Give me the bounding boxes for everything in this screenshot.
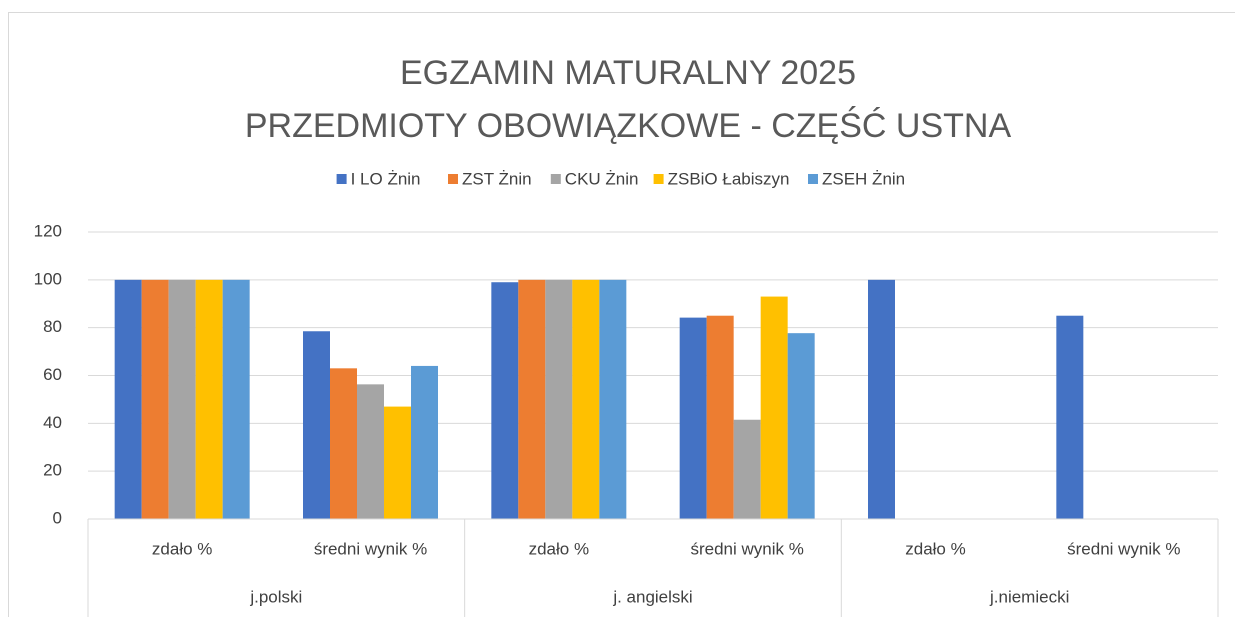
legend-swatch [336,174,347,184]
bar [545,279,573,519]
x-tick-label: średni wynik % [690,539,803,558]
legend-label: ZSEH Żnin [822,169,905,188]
bar [330,368,357,519]
legend-swatch [448,174,458,184]
bar [222,279,250,519]
legend-label: ZSBiO Łabiszyn [668,169,790,188]
bar [357,384,384,519]
bar [168,279,196,519]
x-tick-label: średni wynik % [314,539,427,558]
x-tick-label: zdało % [152,539,212,558]
bar [303,331,330,519]
y-tick-label: 120 [34,221,62,240]
y-tick-label: 0 [53,508,62,527]
legend-label: ZST Żnin [462,169,532,188]
y-tick-label: 60 [43,365,62,384]
bar [411,365,438,519]
legend-swatch [653,174,664,184]
bar [195,279,223,519]
bar [706,315,734,519]
legend-swatch [808,174,818,184]
bar [599,279,627,519]
legend-swatch [550,174,561,184]
bar [384,406,411,519]
x-tick-label: zdało % [529,539,589,558]
y-tick-label: 20 [43,461,62,480]
x-tick-label: średni wynik % [1067,539,1180,558]
bar [572,279,600,519]
group-label: j. angielski [612,587,692,606]
bar [787,333,815,519]
legend-label: I LO Żnin [351,169,421,188]
bar [141,279,169,519]
legend-label: CKU Żnin [565,169,639,188]
y-tick-label: 100 [34,269,62,288]
y-tick-label: 80 [43,317,62,336]
group-label: j.niemiecki [989,587,1069,606]
bar [679,317,707,519]
group-label: j.polski [249,587,302,606]
bar [733,419,761,519]
bar [491,282,519,519]
chart-subtitle: PRZEDMIOTY OBOWIĄZKOWE - CZĘŚĆ USTNA [245,106,1012,145]
bar [518,279,546,519]
x-tick-label: zdało % [905,539,965,558]
bar [1056,315,1084,519]
chart-title: EGZAMIN MATURALNY 2025 [400,54,856,92]
y-tick-label: 40 [43,413,62,432]
bar [868,279,895,519]
bar [760,296,788,519]
bar [114,279,142,519]
